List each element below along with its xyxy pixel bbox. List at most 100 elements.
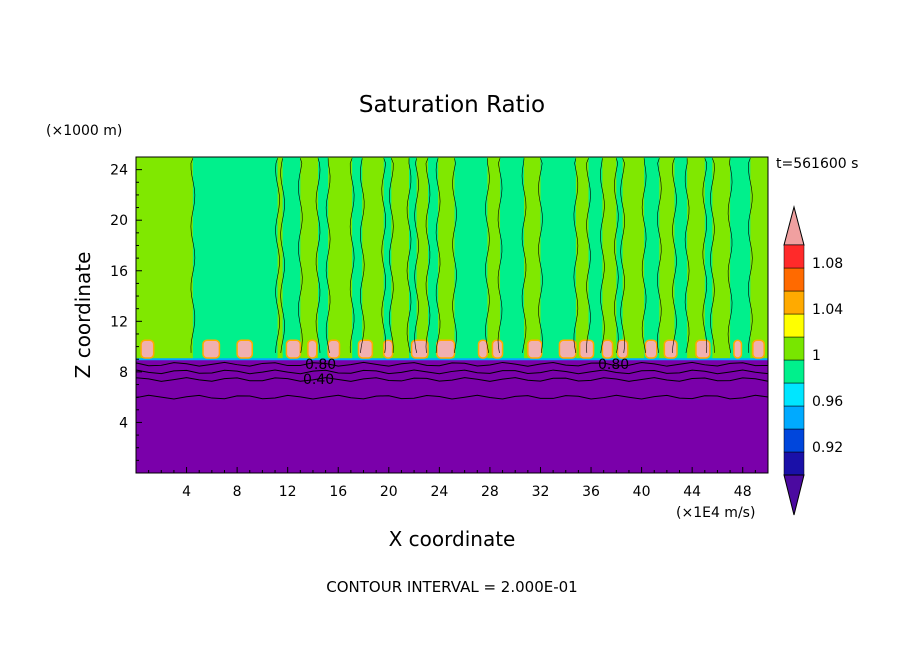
contour-line (135, 369, 769, 375)
x-tick-label: 20 (380, 484, 398, 500)
field-lower-layer (136, 359, 768, 473)
contour-line (315, 158, 321, 353)
contour-line (600, 158, 605, 353)
x-tick-label: 8 (233, 484, 242, 500)
field-band (616, 157, 623, 360)
field-transition-line (136, 358, 768, 361)
field-band (588, 157, 603, 360)
contour-label-0-80-right: 0.80 (598, 357, 629, 373)
time-label: t=561600 s (776, 156, 858, 172)
colorbar-level-label: 0.96 (812, 394, 843, 410)
field-cap (663, 339, 678, 359)
field-band (644, 157, 660, 360)
field-cap (307, 339, 318, 359)
field-cap (410, 339, 429, 359)
field-cap (695, 339, 711, 359)
x-tick-label: 36 (582, 484, 600, 500)
field-band (282, 157, 301, 360)
contour-line (280, 158, 285, 353)
x-tick-label: 32 (532, 484, 550, 500)
colorbar-level-label: 1 (812, 348, 821, 364)
x-tick-label: 44 (683, 484, 701, 500)
field-cap (327, 339, 341, 359)
colorbar-segment (783, 428, 805, 453)
colorbar-segment (783, 451, 805, 476)
colorbar-segment (783, 313, 805, 338)
contour-line (710, 158, 715, 353)
contour-line (435, 158, 441, 353)
field-band (730, 157, 751, 360)
contour-line (325, 158, 331, 353)
contour-line (586, 158, 591, 353)
colorbar-segment (783, 290, 805, 315)
colorbar-segment (783, 244, 805, 269)
contour-line (414, 158, 419, 353)
x-tick-label: 16 (329, 484, 347, 500)
contour-line (381, 158, 387, 353)
colorbar: 0.92 0.96 1 1.04 1.08 (783, 205, 843, 516)
contour-line (359, 158, 365, 353)
colorbar-extend-high (783, 205, 805, 246)
field-band (427, 157, 439, 360)
field-cap (236, 339, 254, 359)
x-tick-label: 28 (481, 484, 499, 500)
y-tick-label: 4 (119, 415, 128, 431)
field-band (383, 157, 392, 360)
colorbar-segment (783, 336, 805, 361)
contour-line (389, 158, 394, 353)
field-cap (357, 339, 374, 359)
contour-line (538, 158, 543, 353)
field-cap (558, 339, 577, 359)
field-band (409, 157, 417, 360)
contour-line (497, 158, 503, 353)
contour-label-0-80-left: 0.80 (305, 357, 336, 373)
contour-line (452, 158, 457, 353)
y-tick-label: 8 (119, 365, 128, 381)
contour-line (485, 158, 490, 353)
y-tick-label: 24 (110, 163, 128, 179)
contour-line (614, 158, 619, 353)
y-axis-ticks: 4 8 12 16 20 24 (110, 156, 142, 461)
field-band (352, 157, 363, 360)
contour-line (406, 158, 412, 353)
chart-title: Saturation Ratio (359, 92, 545, 118)
contour-line (135, 394, 769, 400)
field-cap (140, 339, 155, 359)
colorbar-extend-low (783, 474, 805, 516)
field-cap (644, 339, 658, 359)
field-cap (285, 339, 302, 359)
x-tick-label: 40 (633, 484, 651, 500)
contour-line (425, 158, 431, 353)
contour-labels: 0.80 0.40 0.80 (303, 357, 629, 388)
contour-line (275, 158, 280, 353)
field-band (540, 157, 576, 360)
field-band (192, 157, 278, 360)
contour-line (135, 361, 769, 367)
contour-line (298, 158, 303, 353)
x-tick-label: 12 (279, 484, 297, 500)
contour-line (657, 158, 662, 353)
x-tick-label: 48 (734, 484, 752, 500)
contour-line (672, 158, 677, 353)
contour-line (135, 377, 769, 382)
field-cap (382, 339, 394, 359)
field-cap (202, 339, 221, 359)
y-axis-label: Z coordinate (71, 252, 95, 379)
colorbar-segment (783, 382, 805, 407)
x-tick-label: 4 (182, 484, 191, 500)
x-axis-ticks: 4 8 12 16 20 24 28 32 36 40 44 48 (148, 467, 756, 500)
contour-line (620, 158, 625, 353)
field-band (318, 157, 329, 360)
contour-line (521, 158, 527, 353)
y-tick-label: 12 (110, 314, 128, 330)
field-band (500, 157, 525, 360)
field-cap (733, 339, 743, 359)
contour-interval-footer: CONTOUR INTERVAL = 2.000E-01 (326, 578, 577, 596)
y-tick-label: 16 (110, 264, 128, 280)
contour-plot-area (136, 157, 768, 473)
field-cap (436, 339, 456, 359)
field-cap (616, 339, 629, 359)
x-unit-label: (×1E4 m/s) (676, 505, 755, 521)
